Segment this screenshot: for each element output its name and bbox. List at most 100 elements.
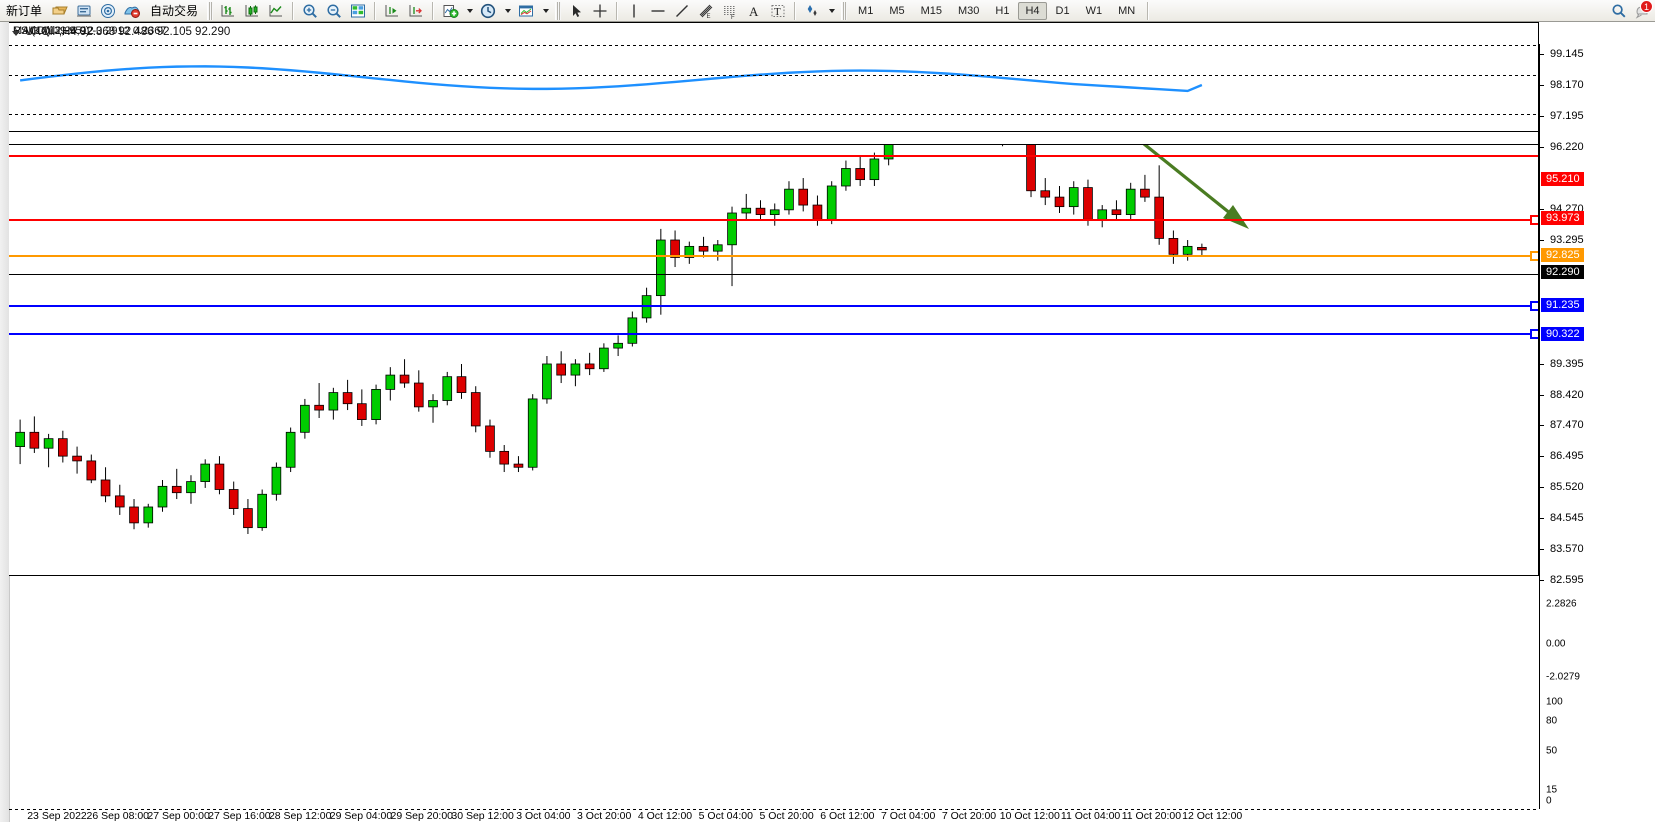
price-tag-92290[interactable]: 92.290 [1541,264,1584,279]
level-handle-91235[interactable] [1530,301,1538,311]
timeframe-h4[interactable]: H4 [1018,1,1047,20]
folder-icon[interactable] [48,1,72,21]
period-dropdown-caret[interactable] [500,1,514,21]
signals-icon[interactable] [96,1,120,21]
zoom-in-icon[interactable] [298,1,322,21]
rsi-scale-label: 80 [1546,715,1558,727]
candle [841,168,851,187]
level-line-92825[interactable] [9,255,1538,257]
level-line-93973[interactable] [9,219,1538,221]
notification-bell-icon[interactable]: 1 [1631,0,1655,21]
horizontal-line-icon[interactable] [646,1,670,21]
timeframe-m1[interactable]: M1 [858,4,874,17]
fibonacci-icon[interactable]: F [718,1,742,21]
vertical-line-icon[interactable] [622,1,646,21]
candle [499,450,510,465]
candle [1125,188,1136,215]
toolbar-separator [616,1,619,20]
price-tick-label: 83.570 [1550,543,1584,555]
price-tag-91235[interactable]: 91.235 [1541,298,1584,313]
time-axis-label: 10 Oct 12:00 [999,810,1060,822]
toolbar-grip[interactable] [555,1,562,20]
time-axis-label: 29 Sep 04:00 [329,810,393,822]
line-chart-icon[interactable] [264,1,288,21]
timeframe-m30[interactable]: M30 [958,4,980,17]
candle [1040,190,1051,198]
templates-icon[interactable] [514,1,538,21]
price-axis[interactable]: 99.145 98.170 97.195 96.220 94.270 93.295 89.3… [1539,44,1655,809]
candle [257,493,267,529]
candle [470,392,481,427]
period-clock-icon[interactable] [476,1,500,21]
candle [1083,187,1093,220]
rsi-pane[interactable]: RSI(14) 39.9512 [9,22,1539,132]
new-order-button[interactable]: 新订单 [0,1,48,21]
price-tick-mark [1540,456,1544,458]
chart-container: UKOil-,H4 92.368 92.486 92.105 92.290 MA… [0,22,1655,822]
price-tag-90322[interactable]: 90.322 [1541,327,1584,342]
candlestick-chart-icon[interactable] [240,1,264,21]
time-axis-label: 5 Oct 04:00 [698,810,753,822]
candle [171,485,182,494]
price-tag-93973[interactable]: 93.973 [1541,211,1584,226]
level-handle-92825[interactable] [1530,251,1538,261]
crosshair-icon[interactable] [588,1,612,21]
price-tick-mark [1540,54,1544,55]
terminal-icon[interactable] [72,1,96,21]
cursor-icon[interactable] [564,1,588,21]
timeframe-mn[interactable]: MN [1118,4,1136,17]
text-icon[interactable]: A [742,1,766,21]
candle [784,188,794,211]
symbol-ohlc-label: UKOil-,H4 92.368 92.486 92.105 92.290 [25,26,231,38]
price-tick-label: 85.520 [1550,481,1584,494]
level-handle-90322[interactable] [1530,329,1538,339]
equidistant-channel-icon[interactable]: E [694,1,718,21]
indicators-add-icon[interactable] [438,1,462,21]
timeframe-h1[interactable]: H1 [995,4,1010,17]
search-icon[interactable] [1607,1,1631,21]
autotrading-icon[interactable] [120,1,144,21]
time-axis-label: 7 Oct 20:00 [941,810,997,822]
rsi-label: RSI(14) 39.9512 [13,25,94,37]
zoom-out-icon[interactable] [322,1,346,21]
timeframe-d1[interactable]: D1 [1055,4,1070,17]
chevron-down-icon[interactable] [12,31,20,36]
timeframe-m15[interactable]: M15 [920,4,942,17]
text-label-icon[interactable]: T [766,1,790,21]
candle [656,239,666,297]
chart-shift-icon[interactable] [404,1,428,21]
time-axis-rule [9,809,1539,810]
toolbar-separator [292,1,295,20]
level-line-92290[interactable] [9,274,1538,275]
svg-text:A: A [749,4,759,19]
candle [114,495,125,508]
price-tag-92825[interactable]: 92.825 [1541,247,1584,262]
price-tick-mark [1540,84,1544,86]
autotrading-button[interactable]: 自动交易 [144,1,204,21]
trendline-icon[interactable] [670,1,694,21]
toolbar-grip[interactable] [841,1,848,20]
bar-chart-icon[interactable] [216,1,240,21]
candle [72,455,82,462]
templates-dropdown-caret[interactable] [538,1,552,21]
price-tick-label: 97.195 [1550,109,1584,122]
timeframe-m5[interactable]: M5 [889,4,905,17]
timeframe-w1[interactable]: W1 [1085,4,1103,17]
level-line-91235[interactable] [9,305,1538,307]
candle [58,438,68,457]
tile-windows-icon[interactable] [346,1,370,21]
level-handle-93973[interactable] [1530,215,1538,225]
level-line-95210[interactable] [9,155,1538,157]
candle [271,466,282,495]
time-axis-label: 3 Oct 04:00 [516,810,571,822]
shapes-icon[interactable] [800,1,824,21]
candle [1140,188,1150,198]
time-axis-label: 28 Sep 12:00 [268,810,332,822]
indicators-dropdown-caret[interactable] [462,1,476,21]
candle [1154,196,1164,239]
auto-scroll-icon[interactable] [380,1,404,21]
price-tag-95210[interactable]: 95.210 [1541,172,1584,187]
toolbar-grip[interactable] [207,1,214,20]
level-line-90322[interactable] [9,333,1538,335]
shapes-dropdown-caret[interactable] [824,1,838,21]
